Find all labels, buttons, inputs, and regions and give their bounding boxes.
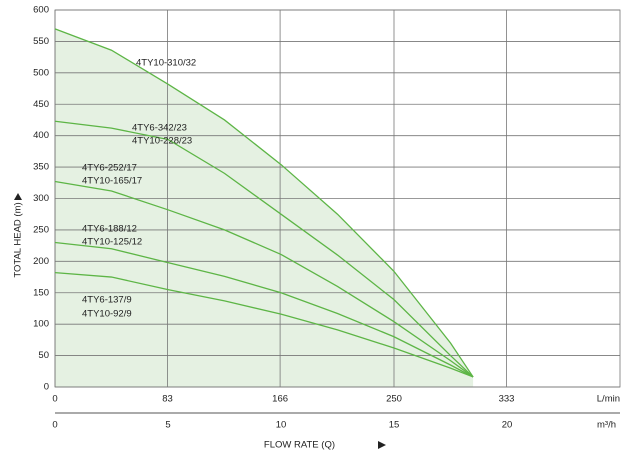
x-tick-label: 10 bbox=[276, 420, 287, 431]
curve-label: 4TY10-310/32 bbox=[136, 58, 196, 69]
x-tick-label: 0 bbox=[52, 420, 57, 431]
x-unit: m³/h bbox=[597, 420, 616, 431]
y-tick-label: 200 bbox=[33, 256, 49, 267]
y-arrow bbox=[14, 193, 22, 200]
area bbox=[55, 28, 474, 387]
y-tick-label: 100 bbox=[33, 319, 49, 330]
y-tick-label: 50 bbox=[38, 350, 49, 361]
x2-tick-label: 333 bbox=[499, 394, 515, 405]
y-tick-label: 250 bbox=[33, 224, 49, 235]
y-tick-label: 600 bbox=[33, 5, 49, 16]
x-tick-label: 5 bbox=[165, 420, 170, 431]
curve-label: 4TY6-188/12 bbox=[82, 224, 137, 235]
x2-tick-label: 83 bbox=[162, 394, 173, 405]
curve-label: 4TY6-342/23 bbox=[132, 123, 187, 134]
curve bbox=[54, 241, 474, 378]
x-tick-label: 15 bbox=[389, 420, 400, 431]
curve-label: 4TY10-125/12 bbox=[82, 237, 142, 248]
plot-border bbox=[54, 9, 621, 388]
y-tick-label: 150 bbox=[33, 287, 49, 298]
curve bbox=[54, 120, 474, 378]
curve bbox=[54, 28, 474, 378]
curve-label: 4TY10-165/17 bbox=[82, 176, 142, 187]
y-tick-label: 350 bbox=[33, 162, 49, 173]
y-tick-label: 450 bbox=[33, 99, 49, 110]
y-tick-label: 300 bbox=[33, 193, 49, 204]
curve bbox=[54, 180, 474, 378]
x-axis-label: FLOW RATE (Q) bbox=[264, 440, 335, 451]
x2-tick-label: 250 bbox=[386, 394, 402, 405]
curve-label: 4TY10-228/23 bbox=[132, 136, 192, 147]
x-arrow bbox=[378, 441, 386, 449]
y-tick-label: 400 bbox=[33, 130, 49, 141]
y-tick-label: 0 bbox=[44, 382, 49, 393]
x-tick-label: 20 bbox=[502, 420, 513, 431]
y-axis-label: TOTAL HEAD (m) bbox=[13, 202, 24, 277]
curve-label: 4TY6-137/9 bbox=[82, 295, 132, 306]
x2-tick-label: 0 bbox=[52, 394, 57, 405]
x2-tick-label: 166 bbox=[272, 394, 288, 405]
x2-unit: L/min bbox=[597, 394, 620, 405]
curve-label: 4TY10-92/9 bbox=[82, 309, 132, 320]
curve-label: 4TY6-252/17 bbox=[82, 163, 137, 174]
y-tick-label: 500 bbox=[33, 67, 49, 78]
y-tick-label: 550 bbox=[33, 36, 49, 47]
curve bbox=[54, 271, 474, 378]
